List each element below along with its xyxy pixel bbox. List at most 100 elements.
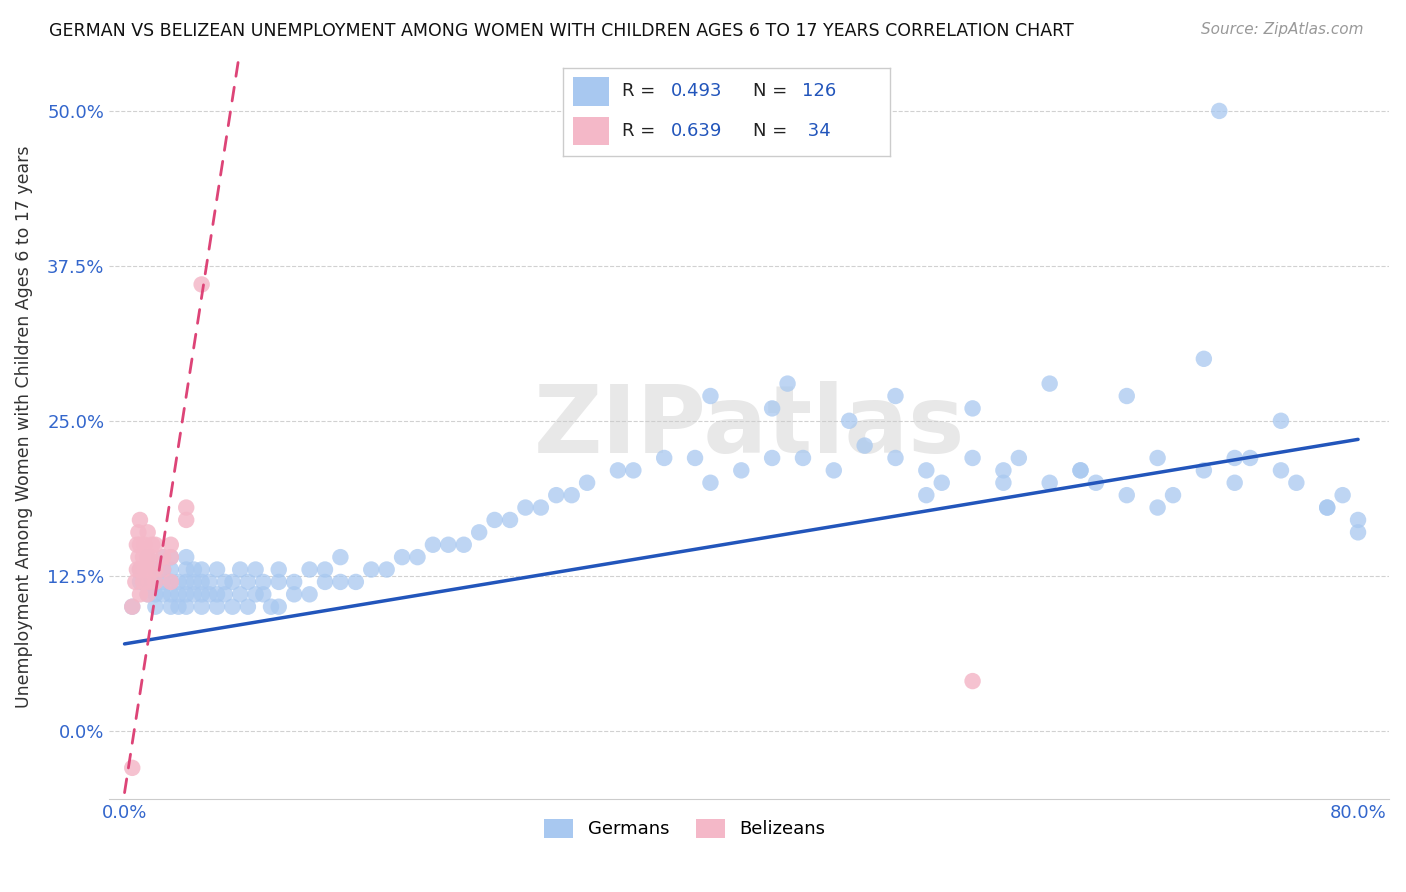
Point bbox=[360, 562, 382, 576]
Point bbox=[145, 562, 167, 576]
Point bbox=[134, 538, 156, 552]
Point bbox=[121, 761, 143, 775]
Point bbox=[205, 562, 228, 576]
Point bbox=[468, 525, 491, 540]
Point bbox=[1285, 475, 1308, 490]
Point bbox=[190, 562, 212, 576]
Point bbox=[152, 550, 174, 565]
Point bbox=[159, 599, 181, 614]
Point bbox=[167, 587, 190, 601]
Point bbox=[1223, 450, 1246, 465]
Point bbox=[1192, 463, 1215, 477]
Point bbox=[145, 574, 167, 589]
Point bbox=[1008, 450, 1031, 465]
Point bbox=[214, 587, 236, 601]
Point bbox=[141, 538, 163, 552]
Point bbox=[252, 587, 274, 601]
Point bbox=[1192, 351, 1215, 366]
Point bbox=[132, 550, 155, 565]
Point bbox=[214, 574, 236, 589]
Point bbox=[159, 562, 181, 576]
Point bbox=[1161, 488, 1184, 502]
Point bbox=[530, 500, 553, 515]
Point bbox=[174, 587, 197, 601]
Point bbox=[1270, 414, 1292, 428]
Point bbox=[453, 538, 475, 552]
Point bbox=[1316, 500, 1339, 515]
Point bbox=[621, 463, 644, 477]
Point bbox=[129, 587, 152, 601]
Point bbox=[190, 277, 212, 292]
Point bbox=[136, 550, 159, 565]
Point bbox=[145, 587, 167, 601]
Point bbox=[546, 488, 568, 502]
Point bbox=[683, 450, 706, 465]
Point bbox=[245, 562, 267, 576]
Point bbox=[221, 599, 243, 614]
Point bbox=[159, 574, 181, 589]
Point bbox=[422, 538, 444, 552]
Point bbox=[252, 574, 274, 589]
Point bbox=[823, 463, 845, 477]
Point bbox=[437, 538, 460, 552]
Point bbox=[962, 450, 984, 465]
Point bbox=[183, 562, 205, 576]
Point bbox=[152, 574, 174, 589]
Point bbox=[152, 562, 174, 576]
Point bbox=[152, 550, 174, 565]
Point bbox=[1069, 463, 1091, 477]
Point bbox=[121, 599, 143, 614]
Point bbox=[136, 550, 159, 565]
Point bbox=[699, 475, 721, 490]
Point bbox=[129, 513, 152, 527]
Point bbox=[607, 463, 630, 477]
Point bbox=[915, 463, 938, 477]
Point bbox=[314, 574, 336, 589]
Point bbox=[1115, 488, 1137, 502]
Point bbox=[159, 587, 181, 601]
Point bbox=[245, 587, 267, 601]
Point bbox=[344, 574, 367, 589]
Point bbox=[236, 574, 259, 589]
Point bbox=[1208, 103, 1230, 118]
Point bbox=[221, 574, 243, 589]
Point bbox=[145, 599, 167, 614]
Point bbox=[136, 587, 159, 601]
Point bbox=[159, 550, 181, 565]
Point bbox=[183, 574, 205, 589]
Point bbox=[1316, 500, 1339, 515]
Point bbox=[1069, 463, 1091, 477]
Point bbox=[174, 562, 197, 576]
Point bbox=[915, 488, 938, 502]
Point bbox=[1347, 513, 1369, 527]
Point bbox=[314, 562, 336, 576]
Point bbox=[174, 574, 197, 589]
Point bbox=[699, 389, 721, 403]
Point bbox=[838, 414, 860, 428]
Point bbox=[730, 463, 752, 477]
Text: GERMAN VS BELIZEAN UNEMPLOYMENT AMONG WOMEN WITH CHILDREN AGES 6 TO 17 YEARS COR: GERMAN VS BELIZEAN UNEMPLOYMENT AMONG WO… bbox=[49, 22, 1074, 40]
Point bbox=[1146, 500, 1168, 515]
Point bbox=[205, 599, 228, 614]
Point bbox=[484, 513, 506, 527]
Point bbox=[129, 562, 152, 576]
Y-axis label: Unemployment Among Women with Children Ages 6 to 17 years: Unemployment Among Women with Children A… bbox=[15, 145, 32, 708]
Point bbox=[561, 488, 583, 502]
Point bbox=[853, 439, 876, 453]
Point bbox=[499, 513, 522, 527]
Point bbox=[174, 513, 197, 527]
Point bbox=[159, 574, 181, 589]
Point bbox=[267, 574, 290, 589]
Point bbox=[962, 674, 984, 689]
Point bbox=[1331, 488, 1354, 502]
Point bbox=[125, 538, 148, 552]
Point bbox=[136, 562, 159, 576]
Point bbox=[183, 587, 205, 601]
Point bbox=[283, 587, 305, 601]
Point bbox=[267, 562, 290, 576]
Point bbox=[159, 550, 181, 565]
Point bbox=[136, 587, 159, 601]
Point bbox=[329, 574, 352, 589]
Point bbox=[329, 550, 352, 565]
Point bbox=[198, 587, 221, 601]
